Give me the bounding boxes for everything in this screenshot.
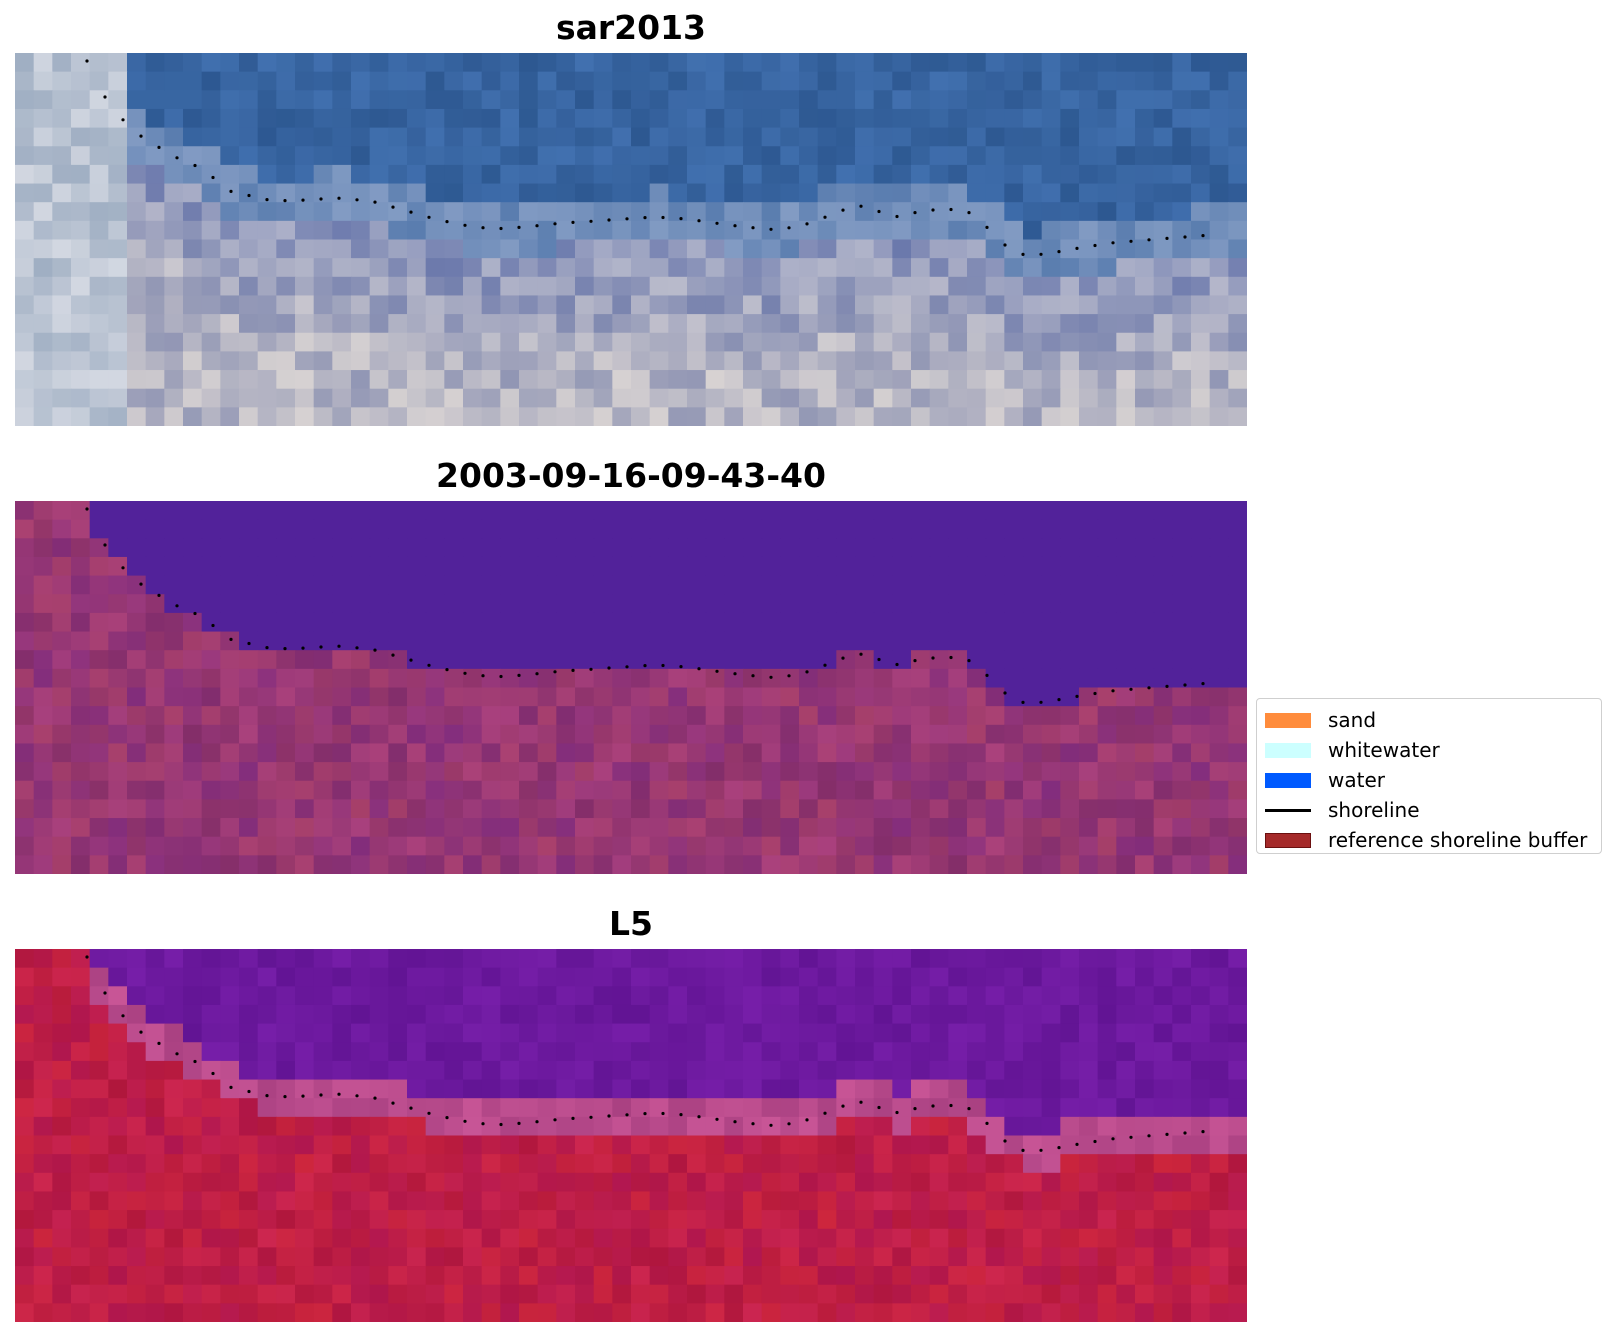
- index-image: [15, 949, 1247, 1322]
- legend-line-shoreline: [1265, 808, 1311, 812]
- panel-title-date: 2003-09-16-09-43-40: [436, 456, 826, 495]
- legend-swatch-water: [1265, 772, 1311, 788]
- legend-swatch-whitewater: [1265, 742, 1311, 758]
- panel-title-l5: L5: [609, 904, 653, 943]
- legend-label-whitewater: whitewater: [1328, 738, 1440, 762]
- legend-label-reference-buffer: reference shoreline buffer: [1328, 828, 1588, 852]
- legend-label-sand: sand: [1328, 708, 1377, 732]
- classified-image: [15, 501, 1247, 874]
- legend-item-sand: sand: [1265, 705, 1593, 735]
- legend-swatch-sand: [1265, 712, 1311, 728]
- legend-swatch-reference-buffer: [1265, 832, 1311, 848]
- legend-item-shoreline: shoreline: [1265, 795, 1593, 825]
- legend-label-shoreline: shoreline: [1328, 798, 1420, 822]
- legend-item-whitewater: whitewater: [1265, 735, 1593, 765]
- panel-title-sar2013: sar2013: [555, 8, 707, 47]
- legend-label-water: water: [1328, 768, 1385, 792]
- legend: sand whitewater water shoreline referenc…: [1256, 698, 1602, 854]
- legend-item-water: water: [1265, 765, 1593, 795]
- legend-item-reference-buffer: reference shoreline buffer: [1265, 825, 1593, 855]
- rgb-satellite-image: [15, 53, 1247, 426]
